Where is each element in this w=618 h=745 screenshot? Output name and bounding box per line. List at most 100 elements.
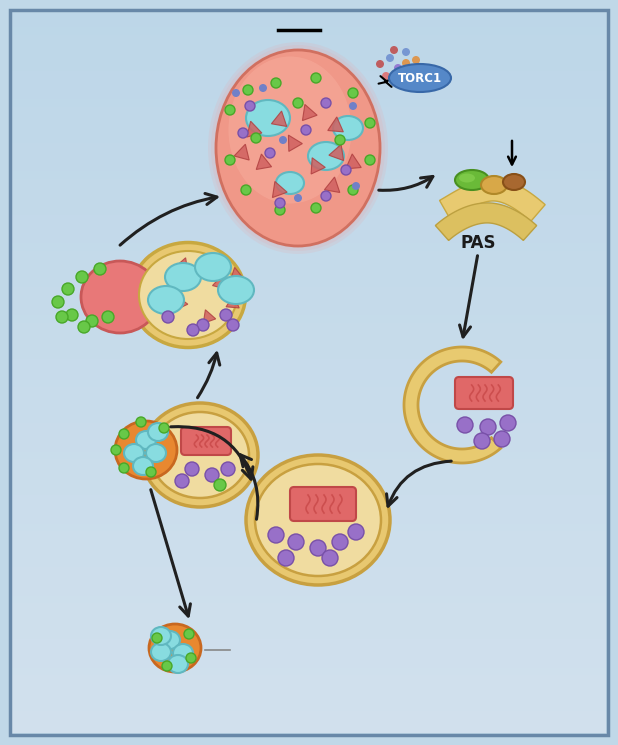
Bar (12, 653, 606, 661)
Circle shape (251, 133, 261, 143)
Circle shape (271, 78, 281, 88)
Bar (12, 34, 606, 42)
Bar (12, 222, 606, 229)
Bar (12, 229, 606, 236)
Bar (12, 71, 606, 77)
Bar (12, 539, 606, 546)
Bar (12, 186, 606, 193)
Circle shape (500, 415, 516, 431)
Ellipse shape (134, 253, 176, 337)
Bar (12, 107, 606, 114)
Bar (12, 675, 606, 682)
Bar (12, 625, 606, 633)
Circle shape (86, 315, 98, 327)
Circle shape (162, 661, 172, 671)
Circle shape (279, 136, 287, 144)
Circle shape (457, 417, 473, 433)
Bar (12, 474, 606, 481)
Ellipse shape (389, 64, 451, 92)
Circle shape (386, 54, 394, 62)
Bar (12, 647, 606, 654)
Bar (12, 438, 606, 445)
Bar (12, 157, 606, 164)
Bar (12, 323, 606, 330)
Bar (12, 42, 606, 49)
Circle shape (238, 128, 248, 138)
Bar (12, 258, 606, 265)
Bar (12, 682, 606, 690)
Ellipse shape (208, 42, 388, 254)
Bar (12, 452, 606, 460)
Bar (12, 49, 606, 56)
Circle shape (162, 311, 174, 323)
Circle shape (146, 467, 156, 477)
Ellipse shape (142, 403, 258, 507)
Bar (12, 416, 606, 423)
Circle shape (221, 462, 235, 476)
Ellipse shape (160, 631, 180, 649)
Circle shape (365, 155, 375, 165)
Circle shape (310, 540, 326, 556)
Bar (12, 114, 606, 121)
FancyBboxPatch shape (290, 487, 356, 521)
Circle shape (102, 311, 114, 323)
Bar (12, 524, 606, 531)
Bar (12, 337, 606, 344)
Bar (12, 718, 606, 726)
Ellipse shape (148, 286, 184, 314)
Bar (12, 495, 606, 503)
Bar (12, 466, 606, 474)
Circle shape (311, 73, 321, 83)
Bar (12, 136, 606, 142)
Ellipse shape (133, 457, 153, 475)
Ellipse shape (149, 624, 201, 672)
Circle shape (243, 85, 253, 95)
Bar (12, 589, 606, 596)
Ellipse shape (158, 430, 188, 480)
Bar (12, 531, 606, 539)
Bar (12, 618, 606, 625)
Bar (12, 402, 606, 409)
Bar (12, 553, 606, 560)
Bar (12, 380, 606, 387)
Ellipse shape (211, 45, 385, 251)
Circle shape (409, 69, 417, 77)
Bar (12, 567, 606, 574)
Text: PAS: PAS (460, 234, 496, 252)
Polygon shape (404, 347, 501, 463)
Polygon shape (176, 258, 188, 271)
Circle shape (348, 88, 358, 98)
Circle shape (187, 324, 199, 336)
Polygon shape (273, 182, 287, 197)
Ellipse shape (139, 251, 237, 339)
Ellipse shape (151, 412, 249, 498)
Ellipse shape (168, 655, 188, 673)
Ellipse shape (246, 455, 390, 585)
Circle shape (197, 319, 209, 331)
Polygon shape (289, 135, 302, 151)
Circle shape (321, 191, 331, 201)
Bar (12, 13, 606, 20)
Circle shape (184, 629, 194, 639)
Bar (12, 460, 606, 466)
Circle shape (225, 155, 235, 165)
Polygon shape (345, 154, 362, 169)
Bar (12, 423, 606, 431)
Bar (12, 596, 606, 603)
Polygon shape (256, 154, 271, 169)
Bar (12, 488, 606, 495)
Ellipse shape (503, 174, 525, 190)
Bar (12, 668, 606, 676)
Bar (12, 330, 606, 337)
Circle shape (232, 89, 240, 97)
Bar (12, 315, 606, 323)
Circle shape (111, 445, 121, 455)
Circle shape (311, 203, 321, 213)
Bar (12, 603, 606, 611)
Circle shape (294, 194, 302, 202)
Bar (12, 661, 606, 668)
Bar (12, 207, 606, 215)
Bar (12, 250, 606, 258)
Circle shape (301, 125, 311, 135)
Circle shape (412, 56, 420, 64)
